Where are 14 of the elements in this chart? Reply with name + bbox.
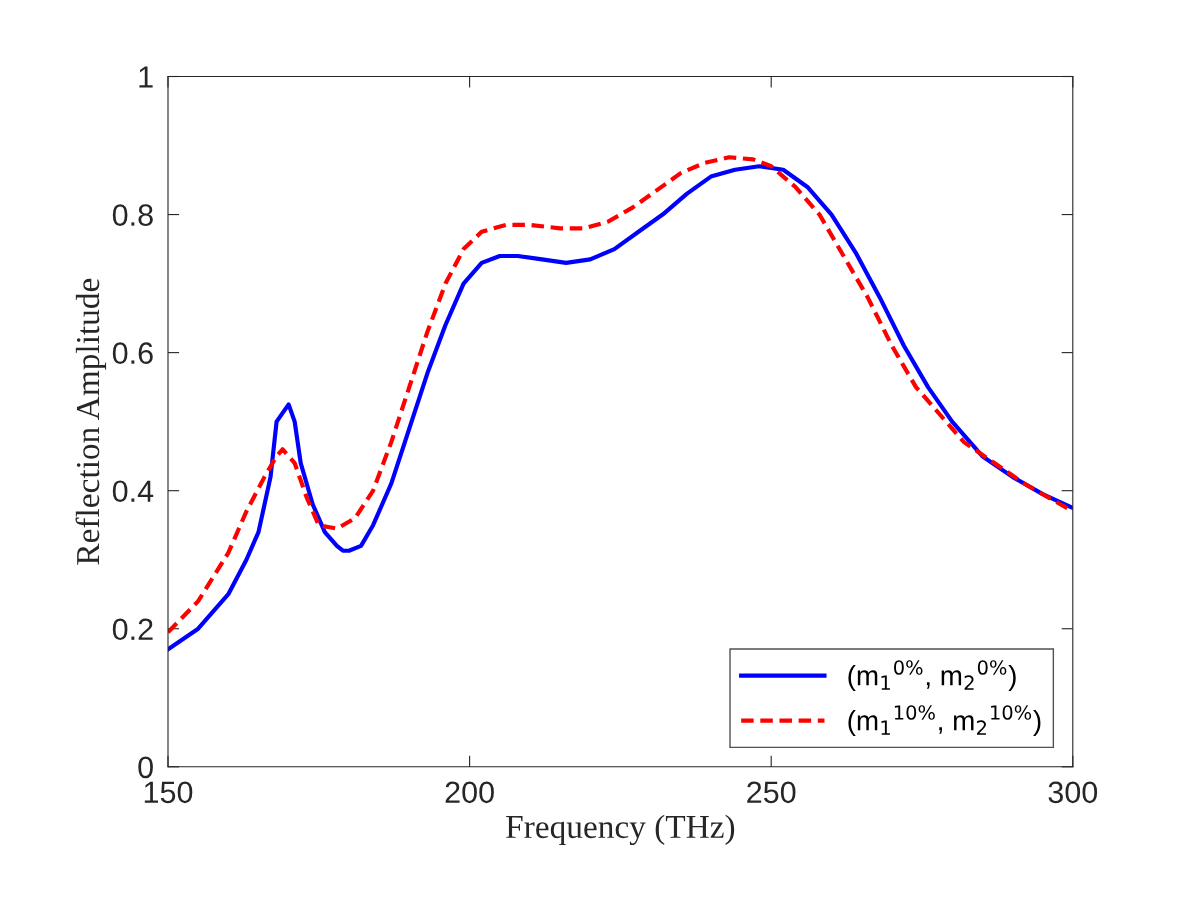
x-tick-label: 300 — [1048, 781, 1098, 804]
legend-label: (m$_{1}$$^{10%}$, m$_{2}$$^{10%}$) — [848, 705, 1041, 736]
legend-label: (m$_{1}$$^{0%}$, m$_{2}$$^{0%}$) — [848, 660, 1016, 691]
x-tick-label: 150 — [144, 781, 193, 804]
x-tick-label: 200 — [445, 781, 494, 804]
x-tick-label: 250 — [747, 781, 796, 804]
y-tick-label: 0.4 — [112, 480, 154, 503]
y-tick-label: 0 — [138, 756, 153, 779]
y-tick-label: 0.2 — [112, 618, 153, 641]
y-tick-label: 0.8 — [112, 204, 153, 226]
y-axis-title: Reflection Amplitude — [75, 278, 107, 565]
x-axis-title: Frequency (THz) — [506, 814, 735, 846]
y-tick-label: 0.6 — [112, 342, 153, 364]
y-tick-label: 1 — [139, 66, 153, 88]
